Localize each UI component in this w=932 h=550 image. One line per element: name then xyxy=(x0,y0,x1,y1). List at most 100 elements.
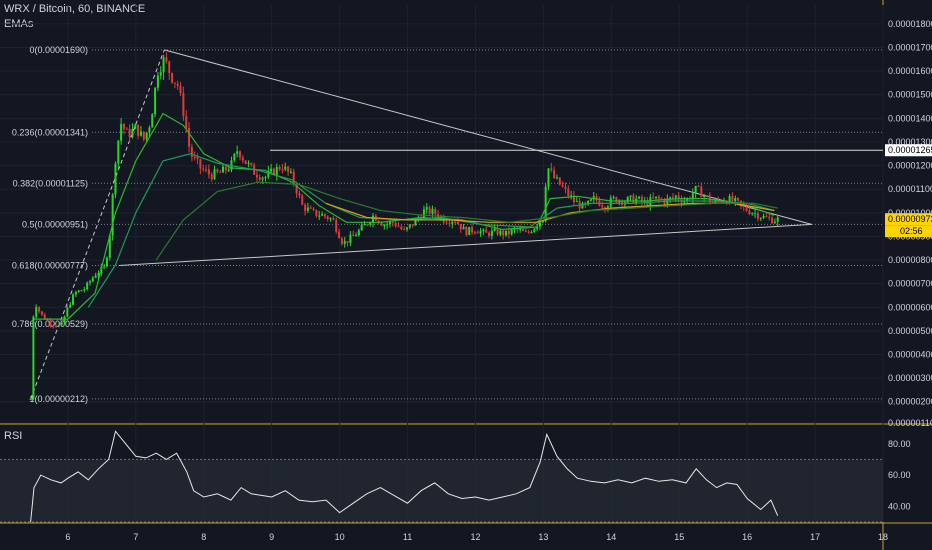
candle-body xyxy=(241,157,244,161)
candle-body xyxy=(465,226,468,236)
ema-line xyxy=(155,181,778,261)
fib-level-label: 0.382(0.00001125) xyxy=(13,178,88,188)
candle-body xyxy=(555,177,558,179)
candle-body xyxy=(139,131,142,136)
candle-body xyxy=(267,171,270,178)
candle-body xyxy=(108,235,111,258)
candle-body xyxy=(519,229,522,231)
candle-body xyxy=(105,257,108,267)
candle-body xyxy=(264,177,267,179)
candle-body xyxy=(134,124,137,129)
candle-body xyxy=(388,221,391,225)
candle-body xyxy=(731,196,734,201)
candle-body xyxy=(672,197,675,199)
price-tags: 0.00001265 0.00000973 02:56 xyxy=(885,144,932,238)
candle-body xyxy=(182,92,185,117)
candle-body xyxy=(52,325,55,327)
candle-body xyxy=(154,87,157,115)
candle-body xyxy=(125,128,128,130)
candle-body xyxy=(490,230,493,237)
candle-body xyxy=(272,168,275,176)
candle-body xyxy=(80,290,83,292)
candle-body xyxy=(652,197,655,199)
candle-body xyxy=(683,201,686,203)
candle-body xyxy=(46,319,49,321)
y-tick-label: 0.00000600 xyxy=(888,302,932,312)
candle-body xyxy=(86,282,89,290)
candle-body xyxy=(677,195,680,200)
rsi-line xyxy=(30,430,779,523)
y-tick-label: 0.00000700 xyxy=(888,279,932,289)
y-tick-label: 0.00000800 xyxy=(888,255,932,265)
candle-body xyxy=(94,275,97,278)
candle-body xyxy=(553,170,556,179)
candle-body xyxy=(505,230,508,236)
candle-body xyxy=(145,132,148,140)
candle-body xyxy=(287,166,290,172)
candle-body xyxy=(510,229,513,235)
candle-body xyxy=(97,273,100,276)
candle-body xyxy=(171,73,174,83)
candle-body xyxy=(219,171,222,173)
fib-level-label: 0.5(0.00000951) xyxy=(22,219,88,229)
candle-body xyxy=(168,61,171,74)
candle-body xyxy=(612,197,615,199)
candle-body xyxy=(691,193,694,200)
candle-body xyxy=(60,322,63,325)
candle-body xyxy=(289,171,292,173)
y-tick-label: 0.00001800 xyxy=(888,19,932,29)
candle-body xyxy=(383,225,386,227)
candle-body xyxy=(35,307,38,317)
candle-body xyxy=(561,184,564,187)
candle-body xyxy=(57,324,60,327)
candle-body xyxy=(462,226,465,230)
x-tick-label: 14 xyxy=(606,532,616,542)
candle-body xyxy=(516,228,519,230)
y-tick-label: 0.00001200 xyxy=(888,161,932,171)
candle-body xyxy=(538,222,541,227)
candle-body xyxy=(771,217,774,224)
candle-body xyxy=(626,197,629,203)
candle-body xyxy=(363,224,366,226)
candle-body xyxy=(386,224,389,226)
candle-body xyxy=(128,128,131,138)
candle-body xyxy=(103,266,106,268)
candle-body xyxy=(343,241,346,244)
candle-body xyxy=(638,196,641,199)
candle-body xyxy=(533,228,536,233)
candle-body xyxy=(581,202,584,209)
candle-body xyxy=(527,231,530,233)
candle-body xyxy=(165,57,168,62)
candle-body xyxy=(737,197,740,201)
candle-body xyxy=(745,206,748,211)
projection-line xyxy=(30,49,165,400)
rsi-band xyxy=(0,459,883,522)
candle-body xyxy=(43,314,46,320)
candle-body xyxy=(451,221,454,224)
candle-body xyxy=(759,218,762,220)
candle-body xyxy=(711,202,714,204)
candle-body xyxy=(179,85,182,93)
candle-body xyxy=(572,195,575,202)
candle-body xyxy=(485,229,488,233)
candle-body xyxy=(122,123,125,129)
rsi-tick-label: 80.00 xyxy=(888,439,911,449)
candle-body xyxy=(414,219,417,226)
ema-line xyxy=(87,153,775,308)
chart-title: WRX / Bitcoin, 60, BINANCE xyxy=(4,3,146,15)
candle-body xyxy=(570,195,573,197)
candle-body xyxy=(748,210,751,215)
candle-body xyxy=(151,114,154,128)
x-tick-label: 9 xyxy=(269,532,274,542)
candle-body xyxy=(258,177,261,180)
candle-body xyxy=(349,234,352,243)
x-tick-label: 8 xyxy=(201,532,206,542)
candle-body xyxy=(502,230,505,236)
x-tick-label: 16 xyxy=(742,532,752,542)
x-tick-label: 12 xyxy=(470,532,480,542)
candle-body xyxy=(655,196,658,199)
countdown-tag-bg xyxy=(885,225,932,238)
candle-body xyxy=(632,195,635,203)
candle-body xyxy=(493,228,496,231)
